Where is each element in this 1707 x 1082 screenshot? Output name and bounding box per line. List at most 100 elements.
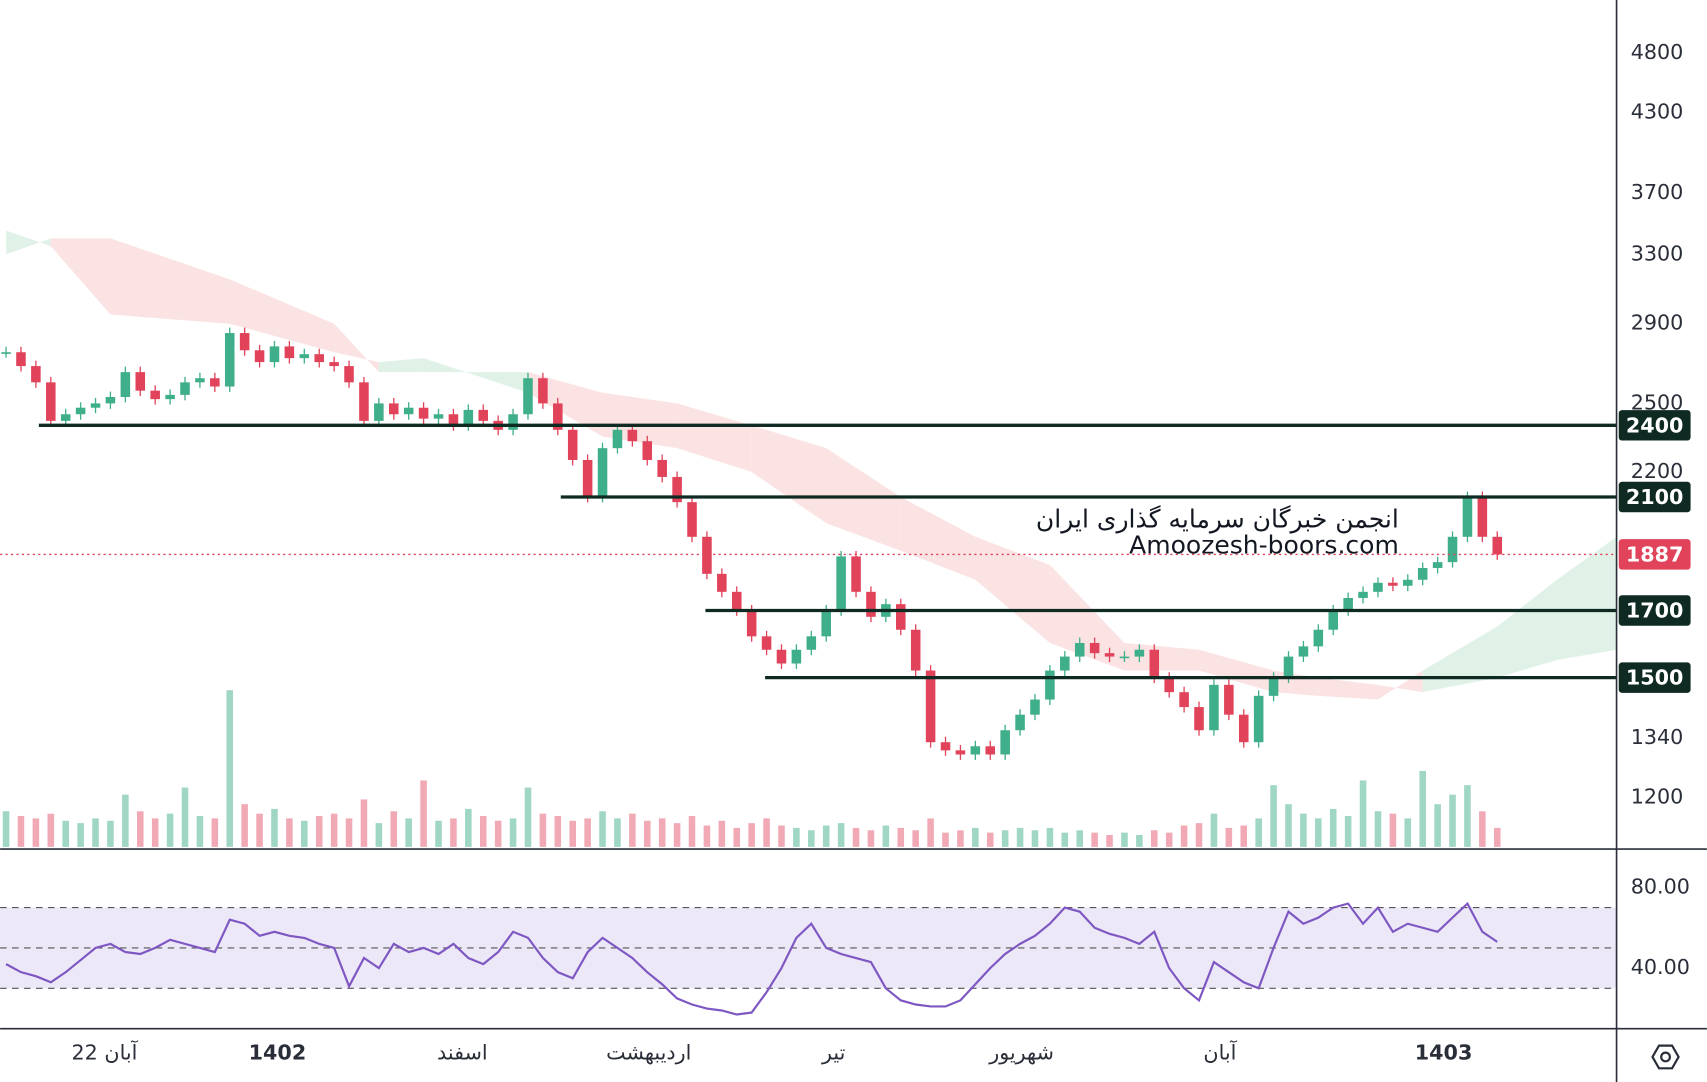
candle-body [776, 649, 787, 664]
volume-bar [912, 830, 919, 847]
volume-bar [837, 823, 845, 847]
candle-body [1388, 582, 1398, 586]
candle-body [761, 636, 772, 650]
candle-body [896, 604, 906, 630]
candle-body [1060, 656, 1070, 671]
last-price-box [1618, 539, 1691, 570]
volume-bar [957, 830, 964, 847]
volume-bar [1240, 825, 1248, 847]
volume-bar [479, 816, 487, 847]
volume-bar [808, 830, 815, 847]
volume-bar [241, 804, 248, 847]
volume-bar [32, 818, 40, 847]
level-box [1618, 481, 1691, 513]
candle-body [478, 409, 489, 421]
candle-body [925, 670, 936, 743]
volume-bar [972, 827, 979, 847]
volume-bar [882, 825, 890, 847]
candle-body [1104, 653, 1115, 657]
candle-body [985, 746, 996, 755]
volume-bar [1180, 825, 1188, 847]
volume-bar [733, 827, 741, 847]
cloud-segment [6, 230, 51, 255]
volume-bar [1136, 835, 1143, 847]
volume-bar [390, 811, 398, 847]
volume-bar [1329, 808, 1337, 847]
volume-bar [2, 811, 10, 847]
volume-bar [703, 825, 711, 847]
volume-bar [107, 820, 114, 847]
candle-body [1462, 497, 1473, 537]
volume-bar [405, 818, 412, 847]
candle-body [866, 591, 876, 617]
volume-bar [1464, 785, 1471, 847]
cloud-segment [423, 358, 528, 393]
cloud-segment [1049, 565, 1125, 671]
candle-body [523, 378, 533, 415]
candle-body [642, 441, 653, 460]
x-tick-label: اسفند [437, 1041, 488, 1065]
volume-bar [1255, 818, 1262, 847]
candle-body [821, 610, 831, 637]
volume-bar [1270, 785, 1277, 847]
cloud-segment [826, 448, 901, 551]
candle-body [299, 354, 310, 359]
volume-bar [658, 818, 666, 847]
settings-icon[interactable] [1651, 1044, 1680, 1070]
volume-bar [673, 823, 681, 847]
candle-body [403, 407, 414, 415]
rsi-line [5, 901, 1498, 1016]
volume-bar [92, 818, 99, 847]
volume-layer [2, 690, 1501, 847]
candle-body [657, 459, 667, 477]
cloud-segment [110, 238, 230, 324]
cloud-segment [1318, 677, 1378, 700]
level-box [1618, 662, 1691, 693]
y-tick-label: 4800 [1631, 40, 1684, 64]
candle-body [135, 372, 146, 391]
volume-bar [867, 830, 875, 847]
volume-bar [1031, 830, 1039, 847]
candle-body [687, 502, 697, 537]
volume-bar [942, 832, 949, 847]
candle-body [717, 573, 727, 592]
candle-body [448, 414, 459, 426]
candle-body [1268, 677, 1279, 696]
candle-body [1089, 642, 1100, 654]
volume-bar [569, 820, 576, 847]
volume-bar [554, 816, 562, 847]
volume-bar [256, 813, 263, 847]
candle-body [46, 382, 56, 421]
volume-bar [718, 820, 726, 847]
volume-bar [77, 823, 84, 847]
candle-body [1164, 677, 1174, 693]
volume-bar [166, 813, 174, 847]
level-box [1618, 595, 1691, 626]
candle-body [508, 414, 518, 430]
candle-body [955, 750, 966, 755]
candle-body [60, 414, 71, 421]
volume-bar [1195, 823, 1203, 847]
candle-body [1179, 692, 1189, 708]
volume-bar [1479, 811, 1486, 847]
candle-body [1417, 567, 1428, 580]
rsi-layer [0, 901, 1617, 1016]
candle-body [105, 396, 116, 404]
candle-body [374, 403, 384, 421]
level-label: 1500 [1626, 666, 1684, 690]
candle-body [567, 429, 578, 460]
level-label: 1700 [1626, 599, 1684, 623]
volume-bar [226, 690, 234, 847]
candle-body [1373, 582, 1383, 592]
volume-bar [196, 816, 204, 847]
cloud-segment [1556, 536, 1617, 661]
volume-bar [315, 816, 323, 847]
candle-body [851, 556, 861, 592]
x-tick-label: اردیبهشت [606, 1041, 691, 1065]
volume-bar [465, 808, 472, 847]
candle-body [1358, 591, 1368, 598]
volume-bar [852, 827, 860, 847]
volume-bar [1151, 830, 1158, 847]
